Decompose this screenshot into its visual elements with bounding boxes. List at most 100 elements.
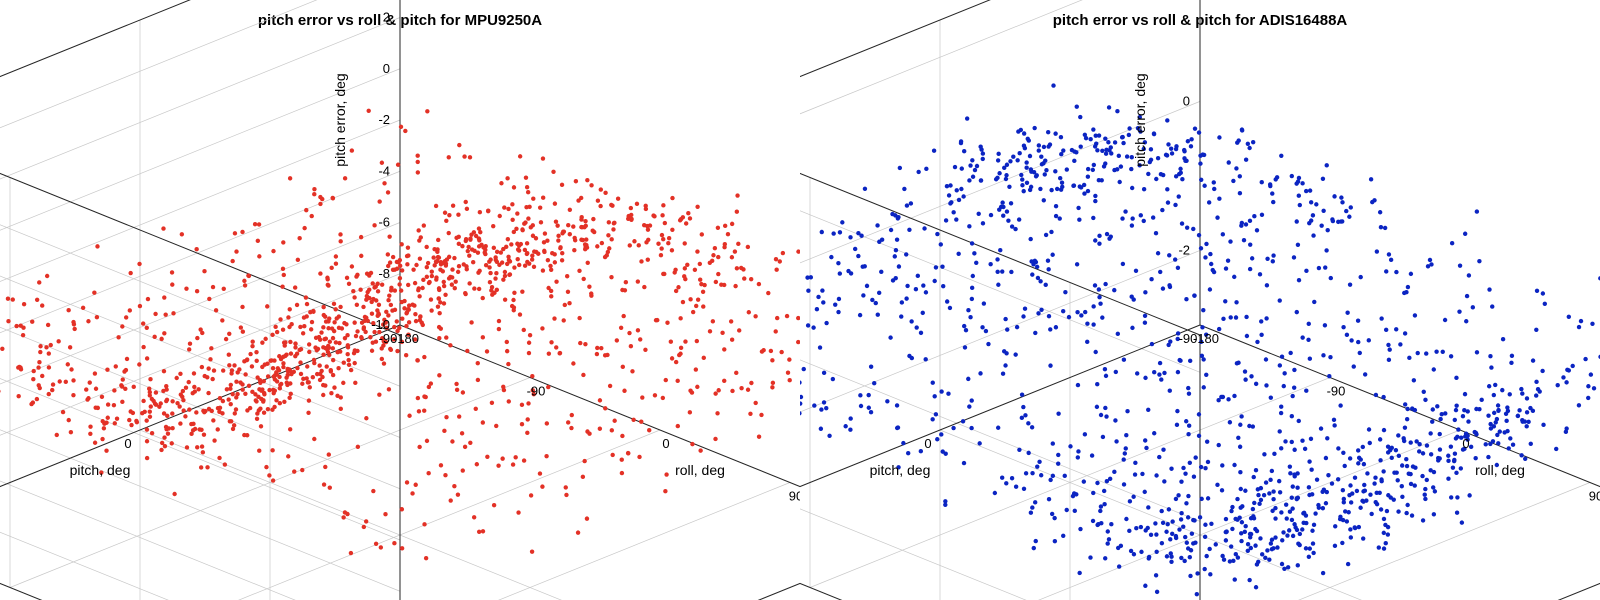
scatter-dot: [467, 253, 471, 257]
scatter-dot: [368, 335, 372, 339]
scatter-dot: [520, 289, 524, 293]
x-tick-label: -90: [1327, 384, 1346, 399]
scatter-dot: [152, 335, 156, 339]
scatter-dot: [432, 263, 436, 267]
scatter-dot: [148, 377, 152, 381]
scatter-dot: [1155, 590, 1159, 594]
scatter-dot: [774, 268, 778, 272]
scatter-dot: [1103, 136, 1107, 140]
scatter-dot: [579, 217, 583, 221]
scatter-dot: [1176, 493, 1180, 497]
scatter-dot: [457, 414, 461, 418]
scatter-dot: [666, 241, 670, 245]
scatter-dot: [733, 249, 737, 253]
scatter-dot: [1019, 173, 1023, 177]
scatter-dot: [1214, 542, 1218, 546]
scatter-dot: [560, 258, 564, 262]
scatter-dot: [622, 389, 626, 393]
scatter-dot: [472, 230, 476, 234]
scatter-dot: [429, 308, 433, 312]
scatter-dot: [1091, 519, 1095, 523]
scatter-dot: [212, 368, 216, 372]
scatter-dot: [1464, 319, 1468, 323]
scatter-dot: [38, 350, 42, 354]
scatter-dot: [642, 285, 646, 289]
scatter-dot: [141, 399, 145, 403]
scatter-dot: [1355, 489, 1359, 493]
scatter-dot: [1463, 392, 1467, 396]
scatter-dot: [1179, 511, 1183, 515]
scatter-dot: [322, 482, 326, 486]
scatter-dot: [1004, 177, 1008, 181]
scatter-dot: [278, 317, 282, 321]
scatter-dot: [1006, 218, 1010, 222]
scatter-dot: [1198, 153, 1202, 157]
scatter-dot: [1186, 515, 1190, 519]
scatter-dot: [577, 269, 581, 273]
scatter-dot: [1030, 272, 1034, 276]
scatter-dot: [22, 302, 26, 306]
scatter-dot: [371, 489, 375, 493]
scatter-dot: [730, 389, 734, 393]
scatter-dot: [1301, 521, 1305, 525]
y-tick-label: -90: [1179, 331, 1198, 346]
scatter-dot: [581, 238, 585, 242]
scatter-dot: [624, 280, 628, 284]
scatter-dot: [1195, 571, 1199, 575]
scatter-dot: [1359, 275, 1363, 279]
scatter-dot: [1153, 521, 1157, 525]
scatter-dot: [1279, 446, 1283, 450]
scatter-dot: [1186, 386, 1190, 390]
scatter-dot: [1253, 543, 1257, 547]
scatter-dot: [615, 338, 619, 342]
scatter-dot: [1278, 363, 1282, 367]
scatter-dot: [233, 411, 237, 415]
scatter-dot: [395, 319, 399, 323]
scatter-dot: [978, 371, 982, 375]
scatter-dot: [819, 427, 823, 431]
scatter-dot: [1058, 176, 1062, 180]
scatter-dot: [231, 392, 235, 396]
scatter-dot: [447, 213, 451, 217]
scatter-dot: [405, 254, 409, 258]
scatter-dot: [1001, 372, 1005, 376]
scatter-dot: [395, 349, 399, 353]
scatter-dot: [1175, 423, 1179, 427]
scatter-dot: [538, 471, 542, 475]
scatter-dot: [971, 175, 975, 179]
scatter-dot: [240, 387, 244, 391]
scatter-dot: [1149, 533, 1153, 537]
scatter-dot: [646, 238, 650, 242]
scatter-dot: [1349, 338, 1353, 342]
scatter-dot: [323, 315, 327, 319]
scatter-dot: [1023, 146, 1027, 150]
scatter-dot: [277, 368, 281, 372]
scatter-dot: [1015, 158, 1019, 162]
scatter-dot: [914, 325, 918, 329]
scatter-dot: [1086, 167, 1090, 171]
scatter-dot: [422, 223, 426, 227]
scatter-dot: [554, 345, 558, 349]
scatter-dot: [529, 493, 533, 497]
scatter-dot: [1501, 337, 1505, 341]
scatter-dot: [977, 441, 981, 445]
scatter-dot: [1077, 571, 1081, 575]
scatter-dot: [1307, 322, 1311, 326]
scatter-dot: [921, 283, 925, 287]
scatter-dot: [525, 431, 529, 435]
scatter-dot: [541, 268, 545, 272]
scatter-dot: [1000, 476, 1004, 480]
scatter-dot: [1036, 311, 1040, 315]
scatter-dot: [1206, 460, 1210, 464]
scatter-dot: [1159, 509, 1163, 513]
scatter-dot: [766, 291, 770, 295]
scatter-dot: [427, 385, 431, 389]
scatter-dot: [477, 238, 481, 242]
scatter-dot: [1026, 451, 1030, 455]
scatter-dot: [1414, 439, 1418, 443]
scatter-dot: [512, 308, 516, 312]
scatter-dot: [753, 401, 757, 405]
scatter-dot: [1233, 517, 1237, 521]
scatter-dot: [1505, 405, 1509, 409]
scatter-dot: [383, 512, 387, 516]
